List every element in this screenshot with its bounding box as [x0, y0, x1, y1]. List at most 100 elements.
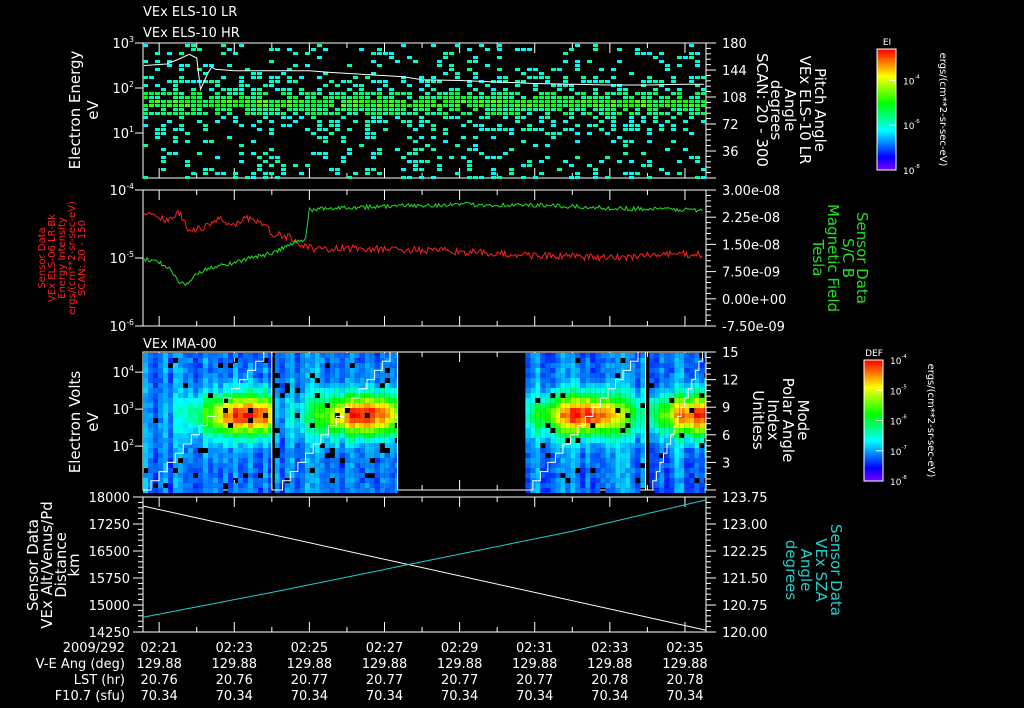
spectrogram-cell [344, 448, 350, 453]
spectrogram-cell [324, 353, 330, 358]
spectrogram-cell [173, 443, 178, 448]
spectrogram-cell [158, 373, 163, 378]
spectrogram-cell [669, 373, 675, 378]
spectrogram-cell [218, 438, 223, 443]
spectrogram-cell [304, 373, 310, 378]
spectrogram-cell [314, 408, 320, 413]
spectrogram-cell [625, 428, 631, 433]
spectrogram-cell [497, 124, 502, 127]
spectrogram-cell [689, 388, 695, 393]
spectrogram-cell [228, 378, 233, 383]
spectrogram-cell [209, 96, 214, 99]
spectrogram-cell [233, 468, 238, 473]
spectrogram-cell [203, 64, 208, 67]
spectrogram-cell [268, 358, 272, 363]
spectrogram-cell [158, 473, 163, 478]
spectrogram-cell [354, 483, 360, 488]
spectrogram-cell [570, 458, 576, 463]
y-tick-label-right: 120.00 [722, 626, 768, 641]
spectrogram-cell [284, 463, 290, 468]
spectrogram-cell [664, 488, 670, 493]
time-axis-time: 02:23 [216, 641, 253, 656]
spectrogram-cell [695, 60, 700, 63]
spectrogram-cell [509, 148, 514, 151]
spectrogram-cell [610, 378, 616, 383]
colorbar-strip [877, 137, 896, 139]
spectrogram-cell [683, 56, 688, 59]
spectrogram-cell [238, 368, 243, 373]
spectrogram-cell [354, 438, 360, 443]
spectrogram-cell [168, 473, 173, 478]
spectrogram-cell [334, 473, 340, 478]
spectrogram-cell [311, 116, 316, 119]
spectrogram-cell [354, 478, 360, 483]
spectrogram-cell [569, 116, 574, 119]
spectrogram-cell [218, 373, 223, 378]
colorbar-strip [877, 63, 896, 65]
y-tick-label-right: 15 [722, 346, 739, 361]
spectrogram-cell [635, 383, 641, 388]
colorbar-strip [877, 85, 896, 87]
spectrogram-cell [659, 128, 664, 131]
spectrogram-cell [233, 388, 238, 393]
spectrogram-cell [263, 453, 268, 458]
colorbar-strip [864, 384, 883, 386]
colorbar-strip [877, 150, 896, 152]
y-tick-label-right: 123.00 [722, 518, 768, 533]
spectrogram-cell [525, 483, 531, 488]
spectrogram-cell [620, 448, 626, 453]
spectrogram-cell [530, 383, 536, 388]
spectrogram-cell [659, 463, 665, 468]
spectrogram-cell [491, 136, 496, 139]
spectrogram-cell [149, 92, 154, 95]
spectrogram-cell [701, 176, 706, 179]
spectrogram-cell [374, 433, 380, 438]
spectrogram-cell [208, 408, 213, 413]
spectrogram-cell [371, 112, 376, 115]
colorbar-strip [877, 86, 896, 88]
spectrogram-cell [294, 418, 300, 423]
spectrogram-cell [527, 68, 532, 71]
spectrogram-cell [394, 378, 398, 383]
spectrogram-cell [299, 413, 305, 418]
spectrogram-cell [545, 100, 550, 103]
spectrogram-cell [590, 418, 596, 423]
spectrogram-cell [679, 388, 685, 393]
spectrogram-cell [353, 112, 358, 115]
spectrogram-cell [570, 368, 576, 373]
spectrogram-cell [287, 88, 292, 91]
spectrogram-cell [595, 388, 601, 393]
spectrogram-cell [364, 433, 370, 438]
spectrogram-cell [347, 104, 352, 107]
spectrogram-cell [550, 438, 556, 443]
spectrogram-cell [173, 388, 178, 393]
spectrogram-cell [143, 96, 148, 99]
spectrogram-cell [587, 80, 592, 83]
spectrogram-cell [354, 413, 360, 418]
colorbar-strip [877, 62, 896, 64]
spectrogram-cell [188, 378, 193, 383]
spectrogram-cell [629, 72, 634, 75]
colorbar-strip [864, 400, 883, 402]
spectrogram-cell [369, 413, 375, 418]
spectrogram-cell [389, 358, 395, 363]
spectrogram-cell [593, 124, 598, 127]
spectrogram-cell [335, 128, 340, 131]
spectrogram-cell [289, 428, 295, 433]
spectrogram-cell [153, 368, 158, 373]
spectrogram-cell [509, 112, 514, 115]
spectrogram-cell [369, 393, 375, 398]
spectrogram-cell [394, 448, 398, 453]
spectrogram-cell [287, 80, 292, 83]
spectrogram-cell [353, 108, 358, 111]
spectrogram-cell [407, 56, 412, 59]
spectrogram-cell [257, 128, 262, 131]
y-tick-label-right: 36 [722, 145, 739, 160]
spectrogram-cell [674, 488, 680, 493]
y-axis-label: eV [84, 100, 102, 120]
colorbar-strip [877, 50, 896, 52]
spectrogram-cell [640, 453, 646, 458]
spectrogram-cell [530, 438, 536, 443]
spectrogram-cell [193, 378, 198, 383]
spectrogram-cell [314, 463, 320, 468]
